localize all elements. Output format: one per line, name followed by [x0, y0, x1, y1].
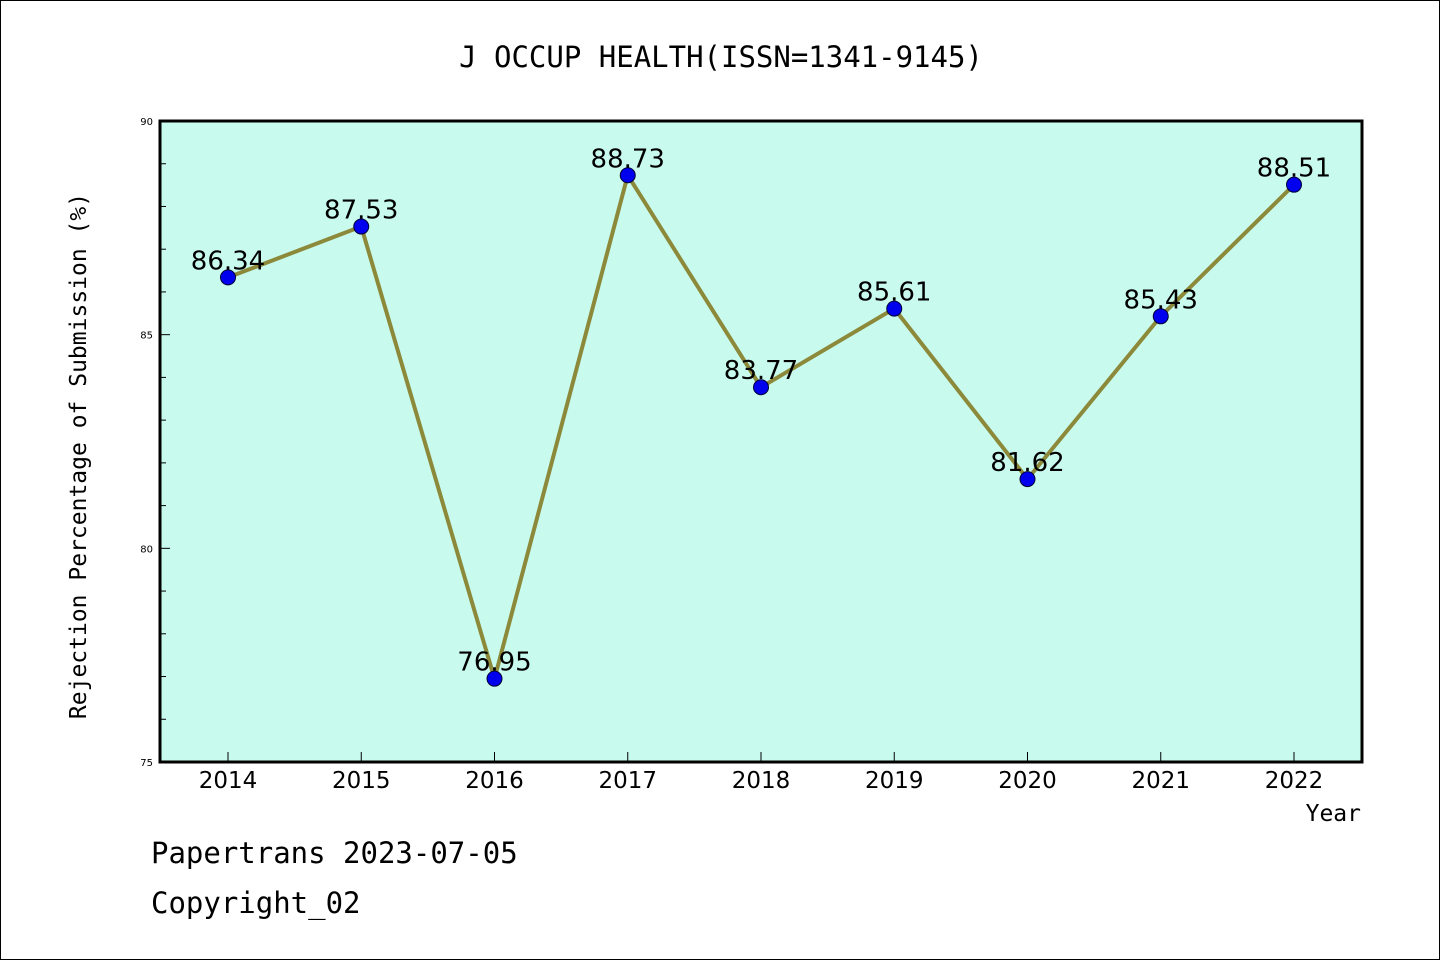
data-label: 87.53 — [324, 196, 398, 226]
chart-title: J OCCUP HEALTH(ISSN=1341-9145) — [459, 40, 983, 74]
data-point — [486, 670, 503, 687]
x-tick-label: 2021 — [1131, 768, 1190, 794]
y-tick-label: 90 — [140, 117, 153, 128]
x-tick-label: 2020 — [998, 768, 1057, 794]
data-label: 86.34 — [191, 246, 265, 276]
data-label-group: 86.34 87.53 76.95 88.73 83.77 85.61 81.62 85.43… — [191, 144, 1331, 677]
data-point — [1152, 308, 1169, 325]
x-tick-label: 2015 — [332, 768, 391, 794]
x-axis-label: Year — [1306, 801, 1361, 827]
x-tick-label: 2018 — [732, 768, 791, 794]
data-label: 85.61 — [857, 278, 931, 308]
data-point — [1286, 176, 1302, 193]
y-tick-label: 85 — [140, 331, 153, 342]
data-point — [1019, 471, 1036, 488]
data-point — [220, 269, 236, 286]
data-point — [886, 300, 903, 317]
data-label: 83.77 — [724, 356, 798, 386]
data-label: 88.73 — [591, 144, 665, 174]
data-label: 88.51 — [1257, 154, 1331, 184]
x-tick-label: 2017 — [598, 768, 657, 794]
footer-copyright-line: Copyright_02 — [151, 886, 361, 920]
plot-border — [158, 119, 1364, 764]
y-tick-label: 80 — [140, 544, 153, 555]
data-point — [353, 218, 370, 235]
data-label: 76.95 — [457, 648, 531, 678]
x-tick-label: 2014 — [199, 768, 258, 794]
footer-date-line: Papertrans 2023-07-05 — [151, 836, 518, 870]
y-tick-label: 75 — [140, 758, 153, 769]
x-tick-label: 2019 — [865, 768, 924, 794]
x-tick-label: 2016 — [465, 768, 524, 794]
data-label: 85.43 — [1124, 285, 1198, 315]
data-point — [753, 379, 769, 396]
data-point-group — [220, 167, 1302, 687]
data-point — [619, 167, 636, 184]
data-label: 81.62 — [990, 448, 1064, 478]
y-axis-label: Rejection Percentage of Submission (%) — [66, 193, 92, 719]
x-tick-label: 2022 — [1265, 768, 1324, 794]
x-axis: 2014 2015 2016 2017 2018 2019 2020 2021 2022 — [199, 752, 1324, 794]
